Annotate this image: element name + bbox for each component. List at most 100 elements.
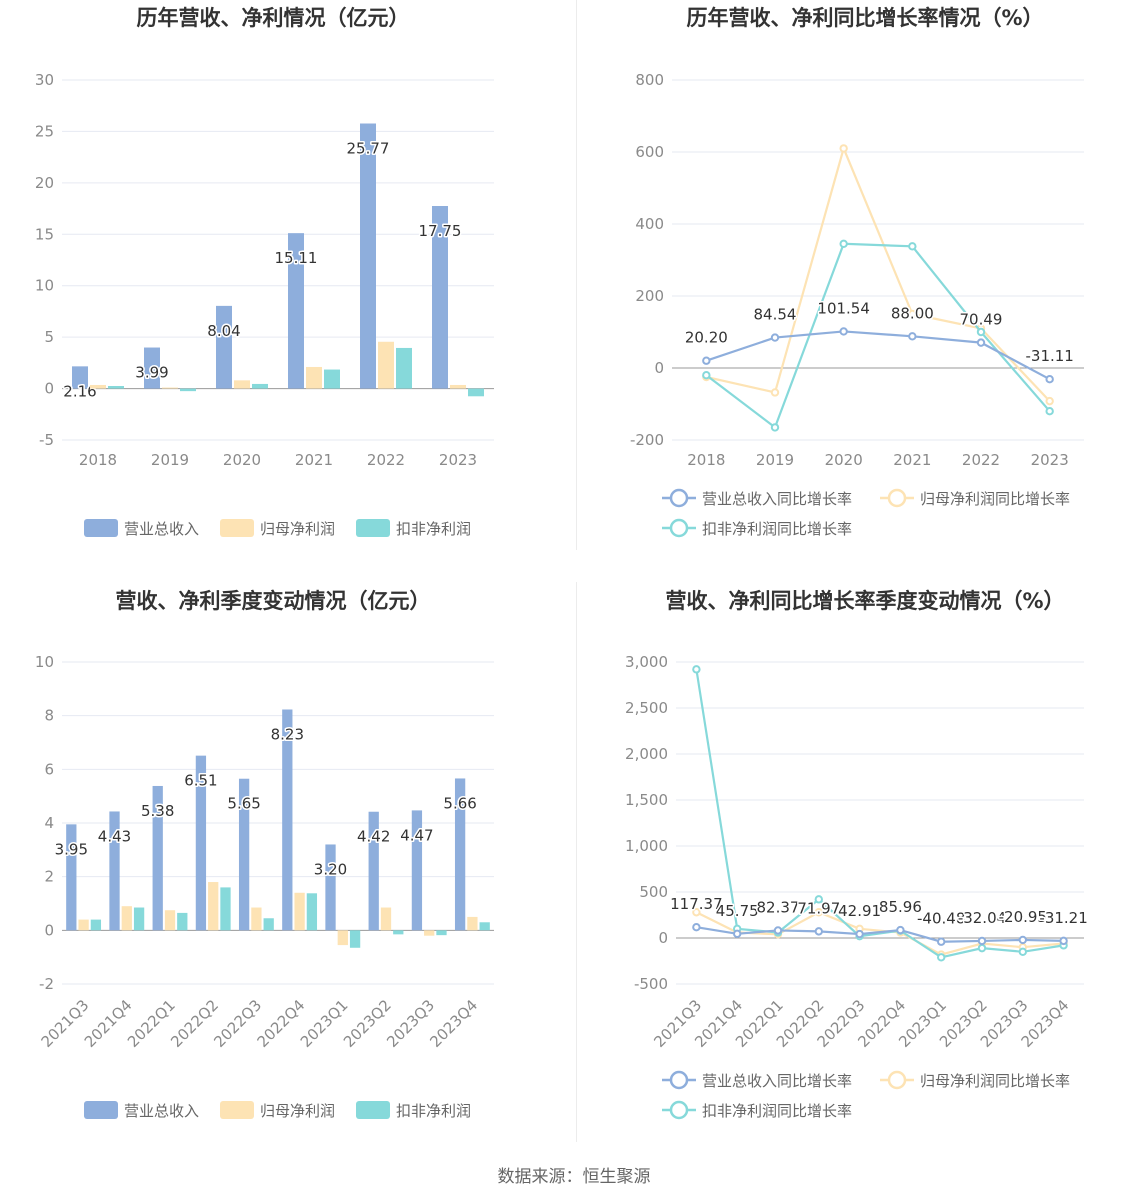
annual-growth-chart: 历年营收、净利同比增长率情况（%） -200 0 200 400 600 800 2018 20… bbox=[630, 6, 1084, 538]
legend-label-revenue: 营业总收入 bbox=[124, 520, 199, 538]
point-deducted bbox=[814, 895, 824, 904]
y-tick-label: 2 bbox=[44, 868, 54, 886]
x-tick-label: 2019 bbox=[756, 451, 794, 469]
bar-revenue bbox=[411, 810, 423, 931]
bar-deducted bbox=[306, 893, 318, 931]
data-label: 8.23 bbox=[271, 725, 304, 743]
bar-revenue bbox=[144, 347, 160, 389]
legend-label-revenue: 营业总收入 bbox=[124, 1102, 199, 1120]
legend-marker-revenue bbox=[669, 1070, 689, 1090]
bar-profit bbox=[251, 907, 262, 931]
point-revenue bbox=[1059, 936, 1068, 946]
y-tick-label: 5 bbox=[44, 328, 54, 346]
y-tick-label: 6 bbox=[44, 760, 54, 778]
x-tick-label: 2019 bbox=[151, 451, 189, 469]
bar-profit bbox=[306, 366, 322, 389]
data-label: 70.49 bbox=[960, 311, 1003, 329]
chart-title: 历年营收、净利同比增长率情况（%） bbox=[686, 6, 1043, 30]
legend-marker-deducted bbox=[669, 518, 689, 538]
point-revenue bbox=[702, 356, 711, 365]
point-revenue bbox=[1045, 374, 1054, 384]
quarterly-bar-panel: 营收、净利季度变动情况（亿元） -2 0 2 4 6 8 10 2021Q3 2021Q4 2022… bbox=[0, 582, 574, 1162]
bar-profit bbox=[90, 384, 106, 389]
data-label: -31.11 bbox=[1025, 347, 1073, 365]
legend-label-revenue: 营业总收入同比增长率 bbox=[702, 1072, 852, 1090]
point-revenue bbox=[937, 937, 946, 946]
point-revenue bbox=[814, 927, 824, 936]
data-label: 3.99 bbox=[135, 364, 168, 382]
bar-revenue bbox=[360, 123, 376, 389]
bar-deducted bbox=[108, 386, 124, 389]
x-tick-label: 2020 bbox=[223, 451, 261, 469]
bar-profit bbox=[162, 387, 178, 389]
line-revenue bbox=[696, 926, 1064, 943]
bar-revenue bbox=[288, 233, 304, 389]
bar-revenue bbox=[432, 206, 448, 389]
point-revenue bbox=[839, 327, 848, 336]
data-label: 5.38 bbox=[141, 802, 174, 820]
point-revenue bbox=[976, 338, 986, 347]
legend-marker-revenue bbox=[669, 488, 689, 508]
x-tick-label: 2023 bbox=[439, 451, 477, 469]
data-label: 82.37 bbox=[757, 898, 800, 916]
bar-revenue bbox=[454, 778, 466, 931]
bar-deducted bbox=[263, 918, 274, 931]
bar-deducted bbox=[349, 930, 361, 948]
x-tick-label: 2021 bbox=[295, 451, 333, 469]
x-tick-label: 2018 bbox=[79, 451, 117, 469]
point-profit bbox=[839, 144, 848, 153]
point-deducted bbox=[1018, 947, 1027, 956]
legend-label-revenue: 营业总收入同比增长率 bbox=[702, 490, 852, 508]
legend-label-profit: 归母净利润同比增长率 bbox=[920, 490, 1070, 508]
bar-revenue bbox=[325, 844, 336, 931]
legend-label-deducted: 扣非净利润同比增长率 bbox=[702, 520, 852, 538]
chart-title: 营收、净利同比增长率季度变动情况（%） bbox=[665, 589, 1064, 613]
quarterly-bar-chart: 营收、净利季度变动情况（亿元）-202468102021Q32021Q42022… bbox=[35, 589, 494, 1120]
bar-profit bbox=[467, 916, 478, 931]
bar-revenue bbox=[66, 824, 77, 931]
y-tick-label: -5 bbox=[39, 431, 54, 449]
bar-revenue bbox=[368, 811, 379, 931]
line-deducted bbox=[705, 242, 1051, 430]
bar-deducted bbox=[220, 887, 231, 931]
point-revenue bbox=[896, 925, 905, 935]
point-revenue bbox=[977, 936, 987, 946]
bar-deducted bbox=[133, 907, 145, 931]
data-label: -32.04 bbox=[958, 909, 1006, 927]
y-tick-label: 1,000 bbox=[625, 837, 668, 855]
legend-label-deducted: 扣非净利润同比增长率 bbox=[702, 1102, 852, 1120]
data-label: 20.20 bbox=[685, 329, 728, 347]
legend-marker-profit bbox=[887, 488, 907, 508]
data-label: 42.91 bbox=[838, 902, 881, 920]
legend-label-deducted: 扣非净利润 bbox=[396, 520, 471, 538]
x-tick-label: 2023Q4 bbox=[426, 996, 481, 1051]
data-source-footer: 数据来源：恒生聚源 bbox=[497, 1167, 651, 1187]
point-deducted bbox=[976, 327, 986, 337]
point-revenue bbox=[773, 926, 783, 935]
y-tick-label: 800 bbox=[635, 71, 664, 89]
point-profit bbox=[908, 309, 917, 319]
y-tick-label: 15 bbox=[35, 225, 54, 243]
annual-bar-chart: 历年营收、净利情况（亿元） -5 0 5 10 15 20 25 30 2018 2019 2020 2… bbox=[35, 6, 494, 538]
y-tick-label: 30 bbox=[35, 71, 54, 89]
y-tick-label: 0 bbox=[658, 929, 668, 947]
bar-deducted bbox=[180, 388, 196, 392]
data-label: 84.54 bbox=[754, 306, 797, 324]
y-tick-label: 2,000 bbox=[625, 745, 668, 763]
point-deducted bbox=[1045, 407, 1054, 416]
legend-label-profit: 归母净利润 bbox=[260, 520, 335, 538]
data-label: 5.66 bbox=[443, 794, 476, 812]
bar-deducted bbox=[436, 930, 447, 936]
data-label: 45.75 bbox=[716, 902, 759, 920]
data-label: 85.96 bbox=[879, 898, 922, 916]
point-profit bbox=[692, 908, 701, 917]
point-deducted bbox=[692, 665, 701, 674]
bar-profit bbox=[78, 919, 89, 931]
y-tick-label: 25 bbox=[35, 122, 54, 140]
data-label: 101.54 bbox=[817, 299, 870, 317]
legend-label-profit: 归母净利润 bbox=[260, 1102, 335, 1120]
y-tick-label: 0 bbox=[44, 921, 54, 939]
bar-revenue bbox=[109, 811, 120, 931]
point-revenue bbox=[733, 929, 742, 938]
bar-profit bbox=[337, 930, 348, 946]
